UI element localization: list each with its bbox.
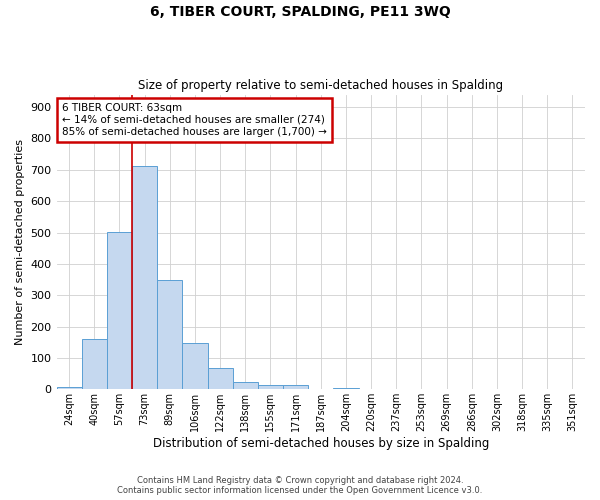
Bar — [233, 382, 258, 390]
Y-axis label: Number of semi-detached properties: Number of semi-detached properties — [15, 139, 25, 345]
Bar — [334, 388, 359, 390]
Text: 6, TIBER COURT, SPALDING, PE11 3WQ: 6, TIBER COURT, SPALDING, PE11 3WQ — [149, 5, 451, 19]
Text: 6 TIBER COURT: 63sqm
← 14% of semi-detached houses are smaller (274)
85% of semi: 6 TIBER COURT: 63sqm ← 14% of semi-detac… — [62, 104, 327, 136]
Bar — [283, 385, 308, 390]
Bar — [182, 343, 208, 390]
Bar — [157, 280, 182, 390]
Bar — [56, 387, 82, 390]
Bar — [208, 368, 233, 390]
Title: Size of property relative to semi-detached houses in Spalding: Size of property relative to semi-detach… — [138, 79, 503, 92]
Bar — [258, 385, 283, 390]
Bar — [82, 339, 107, 390]
Bar — [107, 232, 132, 390]
Bar — [132, 166, 157, 390]
Text: Contains HM Land Registry data © Crown copyright and database right 2024.
Contai: Contains HM Land Registry data © Crown c… — [118, 476, 482, 495]
X-axis label: Distribution of semi-detached houses by size in Spalding: Distribution of semi-detached houses by … — [152, 437, 489, 450]
